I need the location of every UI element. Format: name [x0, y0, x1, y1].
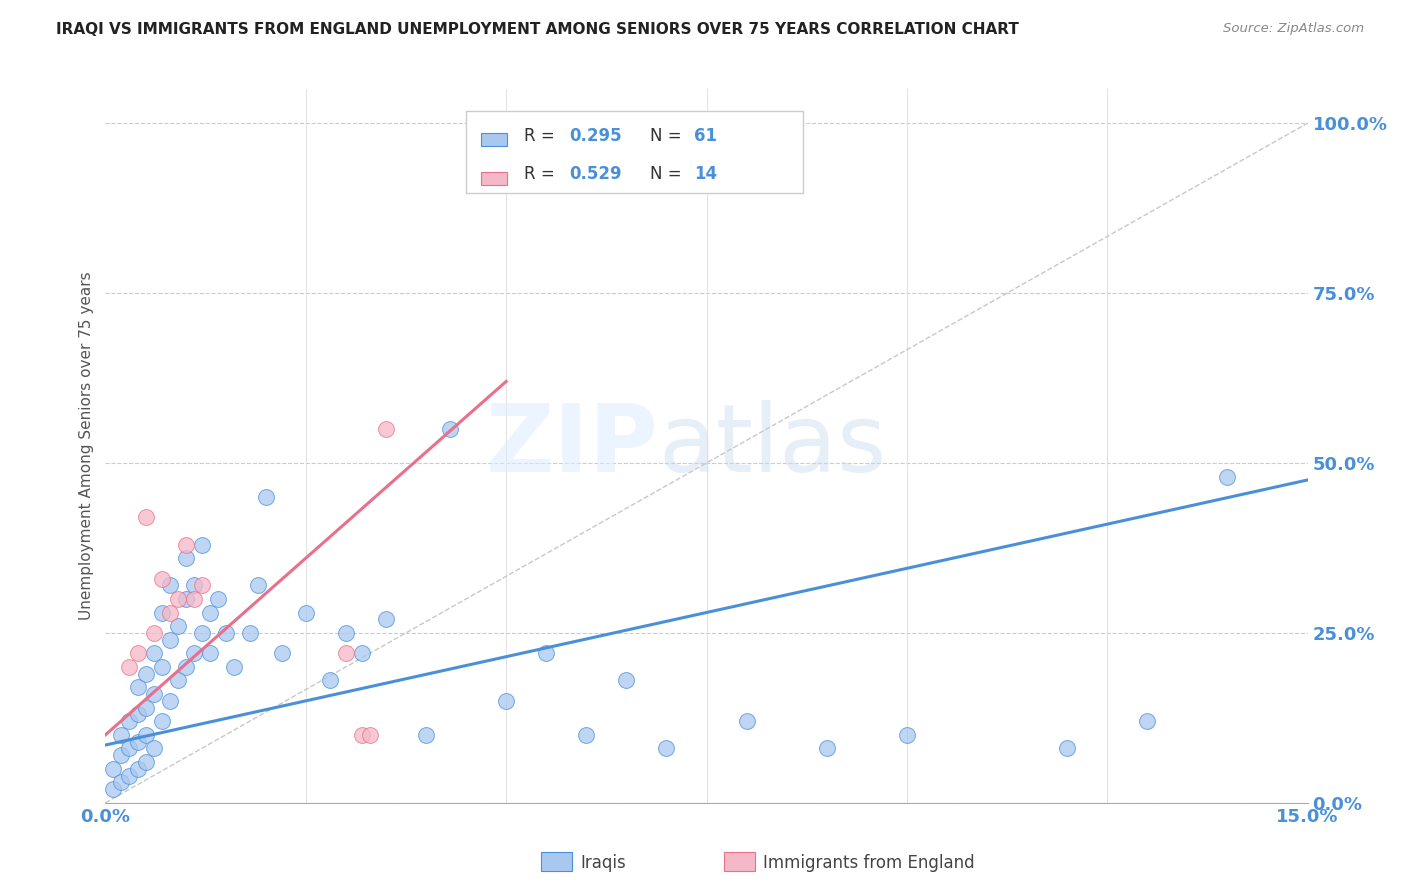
Point	[142, 646, 165, 660]
Text: R =: R =	[524, 127, 560, 145]
Point	[150, 660, 173, 674]
Text: Immigrants from England: Immigrants from England	[763, 854, 976, 871]
Point	[319, 673, 342, 688]
Point	[735, 714, 758, 729]
Point	[159, 578, 181, 592]
Text: ZIP: ZIP	[485, 400, 658, 492]
Point	[335, 626, 357, 640]
Point	[103, 762, 125, 776]
Point	[166, 591, 188, 606]
Point	[159, 694, 181, 708]
Point	[1056, 741, 1078, 756]
Y-axis label: Unemployment Among Seniors over 75 years: Unemployment Among Seniors over 75 years	[79, 272, 94, 620]
Point	[150, 606, 173, 620]
Point	[495, 694, 517, 708]
Text: N =: N =	[650, 127, 688, 145]
Point	[135, 755, 157, 769]
FancyBboxPatch shape	[481, 133, 508, 146]
Point	[534, 646, 557, 660]
Point	[127, 680, 149, 694]
Point	[439, 422, 461, 436]
Text: atlas: atlas	[658, 400, 887, 492]
Point	[135, 728, 157, 742]
Point	[118, 769, 141, 783]
Point	[1216, 469, 1239, 483]
Point	[174, 660, 197, 674]
Point	[150, 714, 173, 729]
Point	[159, 606, 181, 620]
Point	[246, 578, 269, 592]
Point	[166, 673, 188, 688]
Point	[270, 646, 292, 660]
Point	[198, 606, 221, 620]
Point	[135, 510, 157, 524]
Text: R =: R =	[524, 165, 560, 184]
Text: 61: 61	[695, 127, 717, 145]
Point	[183, 646, 205, 660]
Point	[239, 626, 262, 640]
Point	[159, 632, 181, 647]
Point	[110, 775, 132, 789]
Point	[190, 537, 212, 551]
Point	[142, 741, 165, 756]
Point	[616, 673, 638, 688]
FancyBboxPatch shape	[481, 171, 508, 185]
Point	[166, 619, 188, 633]
Text: N =: N =	[650, 165, 688, 184]
Point	[127, 762, 149, 776]
Text: 0.295: 0.295	[569, 127, 621, 145]
Point	[142, 687, 165, 701]
FancyBboxPatch shape	[465, 111, 803, 193]
Point	[655, 741, 678, 756]
Point	[350, 646, 373, 660]
Point	[118, 714, 141, 729]
Point	[295, 606, 318, 620]
Point	[415, 728, 437, 742]
Point	[174, 551, 197, 566]
Point	[127, 734, 149, 748]
Point	[110, 748, 132, 763]
Point	[127, 707, 149, 722]
Point	[575, 728, 598, 742]
Point	[198, 646, 221, 660]
Point	[190, 578, 212, 592]
Point	[174, 591, 197, 606]
Text: Iraqis: Iraqis	[581, 854, 627, 871]
Point	[1136, 714, 1159, 729]
Point	[359, 728, 381, 742]
Point	[815, 741, 838, 756]
Point	[207, 591, 229, 606]
Point	[103, 782, 125, 797]
Point	[222, 660, 245, 674]
Point	[183, 591, 205, 606]
Point	[118, 660, 141, 674]
Point	[335, 646, 357, 660]
Point	[350, 728, 373, 742]
Text: 14: 14	[695, 165, 717, 184]
Text: 0.529: 0.529	[569, 165, 621, 184]
Point	[174, 537, 197, 551]
Point	[142, 626, 165, 640]
Point	[110, 728, 132, 742]
Point	[896, 728, 918, 742]
Point	[374, 422, 398, 436]
Point	[190, 626, 212, 640]
Point	[374, 612, 398, 626]
Text: Source: ZipAtlas.com: Source: ZipAtlas.com	[1223, 22, 1364, 36]
Point	[254, 490, 277, 504]
Point	[127, 646, 149, 660]
Point	[118, 741, 141, 756]
Point	[214, 626, 236, 640]
Point	[135, 666, 157, 681]
Point	[135, 700, 157, 714]
Text: IRAQI VS IMMIGRANTS FROM ENGLAND UNEMPLOYMENT AMONG SENIORS OVER 75 YEARS CORREL: IRAQI VS IMMIGRANTS FROM ENGLAND UNEMPLO…	[56, 22, 1019, 37]
Point	[183, 578, 205, 592]
Point	[150, 572, 173, 586]
